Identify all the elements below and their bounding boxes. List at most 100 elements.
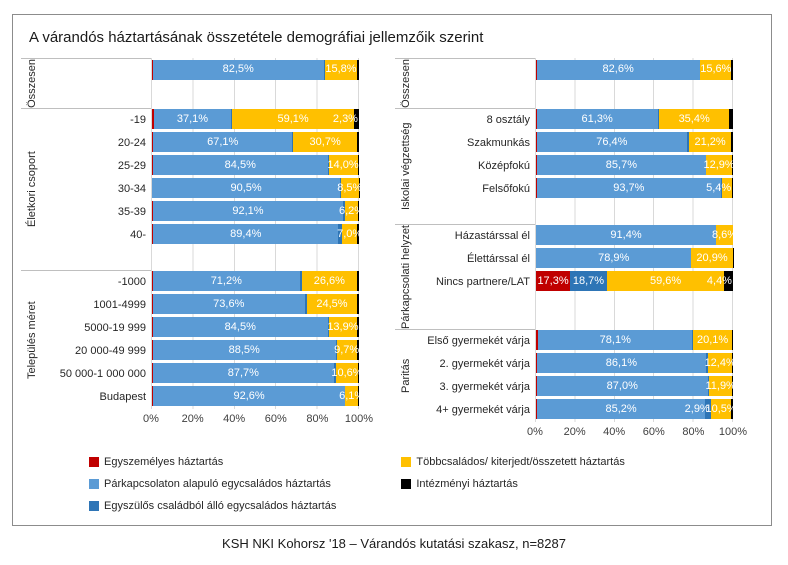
legend-column: Többcsaládos/ kiterjedt/összetett háztar… xyxy=(401,456,625,512)
legend-label: Egyszemélyes háztartás xyxy=(104,455,224,468)
stacked-bar: 93,7% 5,4% xyxy=(536,178,733,199)
plot-area: 37,1% 59,1% 2,3% 67,1% 30,7% 84,5% 14,0% 90,5% 8… xyxy=(151,107,364,270)
category-label: Szakmunkás xyxy=(467,136,530,149)
bar-value-label: 82,6% xyxy=(602,63,634,75)
category-label: 1001-4999 xyxy=(93,298,146,311)
bar-segment xyxy=(230,109,232,130)
bar-value-label: 35,4% xyxy=(678,112,710,125)
bar-segment: 59,1% xyxy=(231,109,355,130)
category-label: -1000 xyxy=(117,275,146,288)
category-label xyxy=(417,82,535,105)
bar-segment: 13,9% xyxy=(327,317,359,338)
bar-segment: 71,2% xyxy=(152,271,300,292)
bar-segment: 82,5% xyxy=(152,59,324,80)
bar-segment: 92,6% xyxy=(153,386,345,407)
category-label: Házastárssal él xyxy=(454,229,530,242)
bar-segment: 37,1% xyxy=(154,109,231,130)
stacked-bar: 61,3% 35,4% xyxy=(536,109,733,130)
bar-segment xyxy=(334,363,336,384)
bar-segment xyxy=(536,330,539,351)
bar-row: 71,2% 26,6% xyxy=(152,270,359,293)
legend-swatch xyxy=(401,456,412,467)
bar-segment: 6,1% xyxy=(339,386,364,407)
bar-segment: 85,7% xyxy=(536,155,706,176)
stacked-bar: 78,1% 20,1% xyxy=(536,330,733,351)
bar-segment: 2,3% xyxy=(333,109,359,130)
category-label: Élettárssal él xyxy=(467,252,530,265)
bar-value-label: 30,7% xyxy=(309,135,341,148)
bar-value-label: 59,1% xyxy=(277,112,309,125)
bar-segment: 78,1% xyxy=(538,330,693,351)
bar-value-label: 87,7% xyxy=(227,366,259,379)
category-label: 3. gyermekét várja xyxy=(439,380,530,393)
bar-row: 85,7% 12,9% xyxy=(536,154,735,177)
stacked-bar: 92,1% 6,2% xyxy=(152,201,364,222)
bar-segment xyxy=(706,353,708,374)
bar-segment: 4,4% xyxy=(707,271,733,292)
bar-segment: 12,4% xyxy=(705,353,736,374)
stacked-bar: 84,5% 13,9% xyxy=(152,317,359,338)
bar-segment: 15,8% xyxy=(324,59,358,80)
bar-segment: 20,9% xyxy=(691,248,733,269)
bar-segment xyxy=(536,178,537,199)
legend-swatch xyxy=(89,500,99,511)
legend-swatch xyxy=(401,478,412,489)
category-labels: 8 osztály Szakmunkás Középfokú Felsőfokú xyxy=(417,109,535,224)
category-label: -19 xyxy=(130,113,146,126)
bar-value-label: 71,2% xyxy=(210,274,242,287)
bar-segment xyxy=(687,132,690,153)
chart-left-panel: Összesen 82,5% 15,8% Életkori csoport -19 20-… xyxy=(21,58,387,440)
bar-value-label: 6,2% xyxy=(338,204,365,217)
bar-value-label: 76,4% xyxy=(596,135,628,148)
axis-tick: 20% xyxy=(563,425,586,438)
stacked-bar: 85,7% 12,9% xyxy=(536,155,735,176)
bar-segment xyxy=(732,376,733,397)
bar-segment xyxy=(536,353,537,374)
bar-row: 78,9% 20,9% xyxy=(536,247,733,270)
legend-swatch xyxy=(89,478,99,489)
bar-segment xyxy=(707,376,709,397)
bar-segment: 35,4% xyxy=(659,109,730,130)
bar-segment xyxy=(732,178,733,199)
legend-item: Párkapcsolaton alapuló egycsaládos házta… xyxy=(89,478,336,490)
bar-row xyxy=(152,246,359,269)
bar-value-label: 26,6% xyxy=(313,274,345,287)
bar-segment xyxy=(335,340,337,361)
bar-row: 91,4% 8,6% xyxy=(536,224,737,247)
bar-segment: 59,6% xyxy=(606,271,725,292)
bar-segment xyxy=(152,386,154,407)
stacked-bar: 78,9% 20,9% xyxy=(536,248,733,269)
bar-value-label: 8,5% xyxy=(337,181,363,194)
bar-segment xyxy=(536,155,537,176)
axis-tick: 60% xyxy=(642,425,665,438)
source-caption: KSH NKI Kohorsz '18 – Várandós kutatási … xyxy=(222,536,566,551)
bar-segment: 30,7% xyxy=(293,132,357,153)
bar-segment: 67,1% xyxy=(153,132,293,153)
bar-row: 37,1% 59,1% 2,3% xyxy=(152,108,359,131)
category-label xyxy=(417,294,535,317)
bar-value-label: 37,1% xyxy=(176,112,209,125)
bar-segment xyxy=(304,294,307,315)
bar-row: 90,5% 8,5% xyxy=(152,177,363,200)
bar-segment xyxy=(338,224,343,245)
stacked-bar: 91,4% 8,6% xyxy=(536,225,737,246)
bar-segment xyxy=(343,201,346,222)
bar-value-label: 15,8% xyxy=(325,63,357,75)
bar-value-label: 78,1% xyxy=(599,333,631,346)
bar-value-label: 88,5% xyxy=(228,343,260,356)
category-label: 20-24 xyxy=(117,136,146,149)
bar-value-label: 5,4% xyxy=(706,181,732,194)
bar-value-label: 15,6% xyxy=(700,63,732,75)
bar-segment xyxy=(357,201,359,222)
group-label: Párkapcsolati helyzet xyxy=(400,224,412,329)
category-label: Középfokú xyxy=(478,159,530,172)
bar-segment: 12,9% xyxy=(704,155,735,176)
category-labels: -19 20-24 25-29 30-34 35-39 40- xyxy=(43,109,151,270)
bar-value-label: 93,7% xyxy=(613,181,645,194)
axis-tick: 80% xyxy=(682,425,705,438)
bar-segment: 8,6% xyxy=(712,225,737,246)
bar-segment xyxy=(657,109,660,130)
bar-segment: 88,5% xyxy=(152,340,336,361)
category-label: 25-29 xyxy=(117,159,146,172)
bar-row xyxy=(536,293,733,316)
